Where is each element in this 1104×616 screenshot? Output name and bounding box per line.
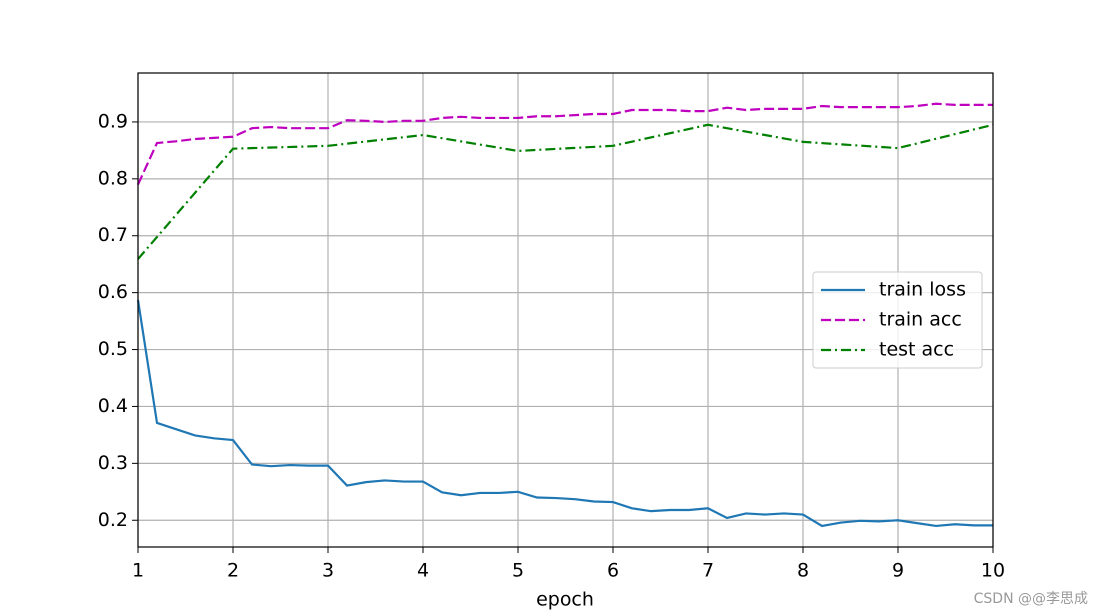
x-tick-label: 2 (227, 560, 239, 582)
x-tick-label: 7 (702, 560, 714, 582)
y-tick-label: 0.6 (98, 281, 128, 303)
legend-box (812, 271, 983, 369)
x-tick-label: 10 (981, 560, 1005, 582)
y-tick-label: 0.5 (98, 338, 128, 360)
y-tick-label: 0.7 (98, 224, 128, 246)
x-tick-label: 9 (892, 560, 904, 582)
x-tick-label: 6 (607, 560, 619, 582)
x-tick-label: 5 (512, 560, 524, 582)
x-axis-label: epoch (536, 589, 594, 611)
x-tick-label: 4 (417, 560, 429, 582)
x-tick-label: 1 (132, 560, 144, 582)
legend-label: test acc (879, 339, 954, 361)
y-tick-label: 0.9 (98, 110, 128, 132)
series-line (136, 299, 993, 528)
y-tick-label: 0.2 (98, 509, 128, 531)
y-tick-label: 0.8 (98, 167, 128, 189)
series-line (137, 123, 994, 260)
legend-label: train loss (879, 279, 966, 301)
y-tick-label: 0.3 (98, 452, 128, 474)
watermark: CSDN @@李思成 (974, 591, 1088, 607)
series-line (136, 102, 993, 185)
x-tick-label: 8 (797, 560, 809, 582)
legend-label: train acc (879, 309, 962, 331)
x-tick-label: 3 (322, 560, 334, 582)
axes-frame (137, 72, 994, 548)
y-tick-label: 0.4 (98, 395, 128, 417)
